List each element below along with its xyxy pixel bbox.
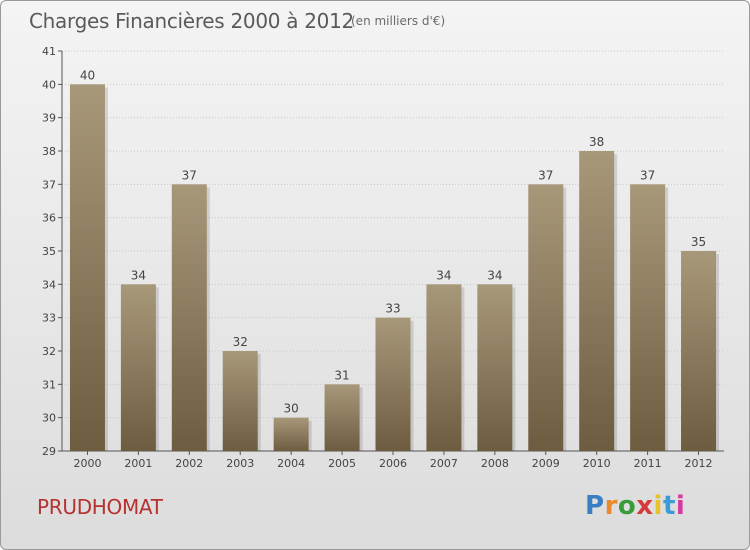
x-tick-label: 2011 — [634, 457, 662, 470]
data-label: 32 — [233, 335, 248, 349]
data-label: 38 — [589, 135, 604, 149]
proxiti-logo[interactable]: Proxiti — [585, 491, 685, 521]
logo-letter: i — [675, 491, 686, 521]
logo-letter: i — [653, 491, 663, 521]
bar — [630, 184, 666, 452]
x-tick-label: 2004 — [277, 457, 305, 470]
commune-name: PRUDHOMAT — [37, 495, 163, 519]
data-label: 35 — [691, 235, 706, 249]
y-tick-label: 29 — [42, 445, 56, 458]
bar — [171, 184, 207, 452]
logo-letter: o — [617, 491, 637, 521]
x-tick-label: 2010 — [583, 457, 611, 470]
chart-title: Charges Financières 2000 à 2012 — [29, 9, 354, 33]
y-tick-label: 34 — [42, 278, 56, 291]
chart-subtitle: (en milliers d'€) — [351, 14, 446, 28]
y-tick-label: 31 — [42, 378, 56, 391]
y-tick-label: 32 — [42, 345, 56, 358]
data-label: 34 — [131, 268, 146, 282]
bar — [579, 151, 615, 451]
x-tick-label: 2000 — [73, 457, 101, 470]
logo-letter: r — [604, 491, 618, 521]
x-tick-label: 2002 — [175, 457, 203, 470]
x-tick-label: 2001 — [124, 457, 152, 470]
x-tick-label: 2009 — [532, 457, 560, 470]
data-label: 30 — [284, 402, 299, 416]
bar — [375, 317, 411, 451]
data-label: 33 — [385, 302, 400, 316]
y-tick-label: 30 — [42, 412, 56, 425]
data-label: 37 — [538, 168, 553, 182]
bar — [69, 84, 105, 451]
x-tick-label: 2006 — [379, 457, 407, 470]
data-label: 37 — [182, 168, 197, 182]
logo-letter: x — [636, 491, 654, 521]
x-tick-label: 2012 — [685, 457, 713, 470]
y-tick-label: 33 — [42, 312, 56, 325]
x-tick-label: 2008 — [481, 457, 509, 470]
y-tick-label: 37 — [42, 178, 56, 191]
bar — [273, 417, 309, 451]
x-tick-label: 2003 — [226, 457, 254, 470]
y-tick-label: 38 — [42, 145, 56, 158]
y-tick-label: 41 — [42, 45, 56, 58]
data-label: 34 — [436, 268, 451, 282]
y-tick-label: 35 — [42, 245, 56, 258]
data-label: 37 — [640, 168, 655, 182]
bar — [681, 251, 717, 451]
data-label: 31 — [334, 368, 349, 382]
data-label: 34 — [487, 268, 502, 282]
y-tick-label: 36 — [42, 212, 56, 225]
y-tick-label: 39 — [42, 112, 56, 125]
bar — [528, 184, 564, 452]
data-label: 40 — [80, 68, 95, 82]
y-tick-label: 40 — [42, 78, 56, 91]
bar — [426, 284, 462, 451]
x-tick-label: 2007 — [430, 457, 458, 470]
logo-letter: t — [662, 491, 676, 521]
bar — [324, 384, 360, 451]
bar — [120, 284, 156, 451]
bar — [222, 351, 258, 451]
bar — [477, 284, 513, 451]
x-tick-label: 2005 — [328, 457, 356, 470]
logo-letter: P — [585, 491, 605, 521]
